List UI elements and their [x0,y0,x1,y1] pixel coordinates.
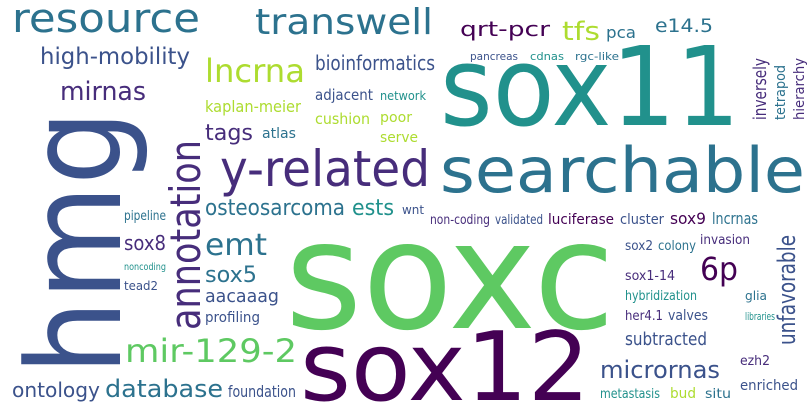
word: resource [12,0,200,42]
word: ezh2 [740,354,770,369]
word: 6p [700,250,738,288]
word: kaplan-meier [205,97,301,116]
word: aacaaag [205,286,279,307]
word: hybridization [625,289,697,304]
word: wnt [402,203,424,217]
word: rgc-like [575,50,619,63]
word: sox1-14 [625,269,675,284]
word: osteosarcoma [205,196,345,221]
word: poor [380,110,412,126]
word: mirnas [60,77,146,107]
word: sox5 [205,263,257,288]
word: bioinformatics [315,51,435,75]
word: libraries [745,310,775,323]
word: invasion [700,233,750,248]
word: tead2 [124,279,158,293]
word: y-related [220,140,430,198]
word: unfavorable [773,235,801,345]
word: cushion [315,110,370,128]
word: glia [745,289,767,303]
word: profiling [205,310,260,326]
word: non-coding [430,213,490,228]
word: searchable [440,134,805,207]
word: pancreas [470,50,518,63]
word: soxc [285,190,615,364]
word: her4.1 [625,309,663,324]
word: ontology [12,378,100,402]
word: ests [352,196,394,221]
word: transwell [255,2,433,43]
word: database [105,375,223,403]
word: serve [380,130,418,146]
word: sox12 [300,313,590,404]
word: bud [670,386,696,402]
word: mir-129-2 [125,332,297,370]
word: tetrapod [773,65,789,120]
word: metastasis [600,387,660,402]
word: network [380,89,426,103]
word: subtracted [625,329,707,350]
word: atlas [262,126,296,142]
word: micrornas [600,356,720,384]
word: inversely [750,58,771,120]
word: pca [606,23,636,42]
word: luciferase [548,212,614,228]
word: adjacent [315,86,373,104]
word: e14.5 [655,15,713,37]
word: sox8 [124,231,166,255]
word: valves [668,308,708,324]
word: situ [705,387,731,402]
word: pipeline [124,209,166,224]
word: colony [658,239,696,254]
word: tfs [562,17,600,47]
word: sox2 [625,239,653,254]
word: high-mobility [40,44,190,70]
word: foundation [228,382,296,401]
word: lncrna [205,52,305,90]
word: emt [205,228,267,263]
word: cdnas [530,50,564,63]
word: validated [495,213,543,228]
word: sox9 [670,209,706,228]
word: annotation [161,140,210,330]
word: cluster [620,212,664,228]
word: tags [205,121,253,146]
word: sox11 [440,23,740,151]
word: hierarchy [792,58,808,120]
word: hmg [0,110,151,375]
word: lncrnas [712,209,758,228]
word: noncoding [124,262,166,273]
word: qrt-pcr [460,17,551,41]
word: enriched [740,378,798,394]
